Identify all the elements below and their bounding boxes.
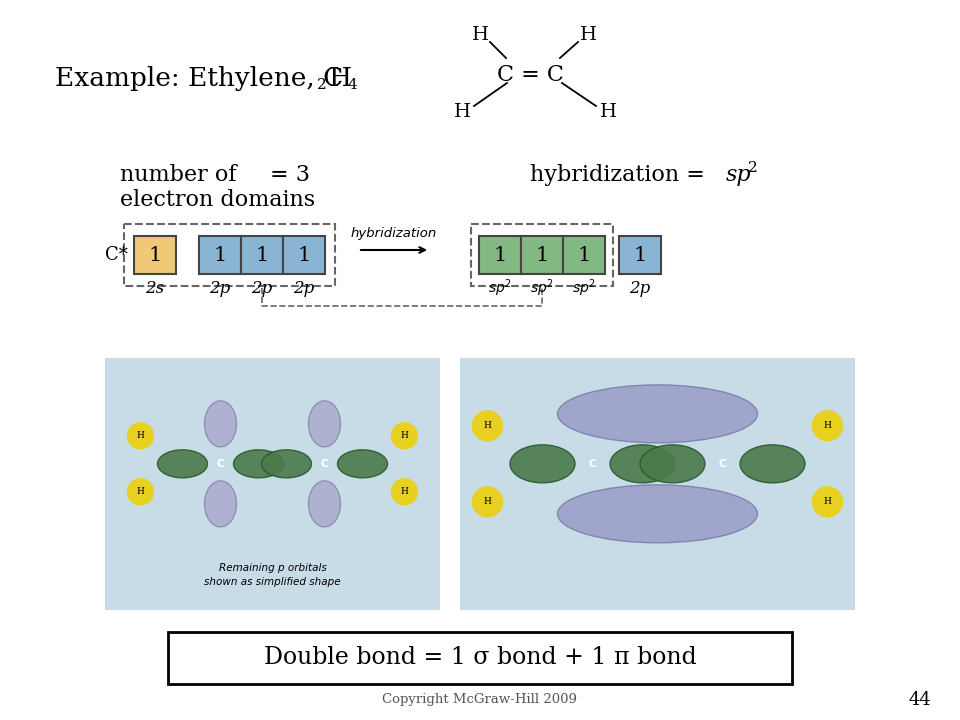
Text: H: H [328,66,351,91]
Text: H: H [484,421,492,431]
Circle shape [392,479,418,505]
Ellipse shape [558,485,757,543]
Text: = 3: = 3 [270,164,310,186]
Ellipse shape [204,481,236,527]
Text: 4: 4 [348,78,358,92]
Text: number of: number of [120,164,236,186]
Ellipse shape [338,450,388,478]
Circle shape [812,411,843,441]
Circle shape [472,411,502,441]
Text: 1: 1 [634,246,647,264]
Ellipse shape [204,401,236,447]
Ellipse shape [233,450,283,478]
Text: Remaining p orbitals
shown as simplified shape: Remaining p orbitals shown as simplified… [204,563,341,587]
Text: H: H [453,103,470,121]
Ellipse shape [640,445,705,483]
Text: H: H [580,26,596,44]
Text: C*: C* [106,246,128,264]
Text: electron domains: electron domains [120,189,315,211]
Bar [134,236,176,274]
Text: 1: 1 [213,246,227,264]
Ellipse shape [157,450,207,478]
Bar [479,236,521,274]
Ellipse shape [510,445,575,483]
Bar [619,236,661,274]
Text: C: C [588,459,596,469]
Text: 1: 1 [298,246,311,264]
Ellipse shape [740,445,805,483]
Bar [460,358,855,610]
Text: $sp^2$: $sp^2$ [572,277,596,299]
Circle shape [472,487,502,517]
Ellipse shape [558,384,757,443]
Text: H: H [599,103,616,121]
Text: C = C: C = C [496,64,564,86]
Text: H: H [484,498,492,506]
Text: 1: 1 [577,246,590,264]
Text: hybridization: hybridization [350,227,437,240]
Text: $sp^2$: $sp^2$ [530,277,554,299]
Text: Double bond = 1 σ bond + 1 π bond: Double bond = 1 σ bond + 1 π bond [264,647,696,670]
Text: 2p: 2p [630,279,651,297]
Text: 2s: 2s [145,279,164,297]
Text: 2: 2 [748,161,757,175]
Circle shape [128,423,154,449]
Text: sp: sp [726,164,752,186]
Bar [168,632,792,684]
Ellipse shape [308,401,341,447]
Text: C: C [719,459,727,469]
Text: 1: 1 [148,246,161,264]
Text: H: H [824,498,831,506]
Text: H: H [136,487,144,496]
Text: 1: 1 [493,246,507,264]
Bar [124,224,335,286]
Ellipse shape [610,445,675,483]
Text: 2p: 2p [252,279,273,297]
Bar [241,236,283,274]
Text: 2p: 2p [209,279,230,297]
Bar [105,358,440,610]
Text: hybridization =: hybridization = [530,164,712,186]
Text: H: H [471,26,489,44]
Circle shape [392,423,418,449]
Text: Example: Ethylene, C: Example: Ethylene, C [55,66,344,91]
Bar [563,236,605,274]
Text: 2p: 2p [294,279,315,297]
Text: C: C [217,459,225,469]
Text: 1: 1 [536,246,549,264]
Circle shape [128,479,154,505]
Text: 1: 1 [255,246,269,264]
Text: H: H [824,421,831,431]
Text: H: H [400,431,408,441]
Bar [199,236,241,274]
Text: 44: 44 [908,691,931,709]
Ellipse shape [308,481,341,527]
Bar [521,236,563,274]
Bar [283,236,325,274]
Text: H: H [136,431,144,441]
Bar [471,224,613,286]
Text: C: C [321,459,328,469]
Text: 2: 2 [317,78,326,92]
Circle shape [812,487,843,517]
Ellipse shape [261,450,311,478]
Text: H: H [400,487,408,496]
Text: $sp^2$: $sp^2$ [488,277,512,299]
Text: Copyright McGraw-Hill 2009: Copyright McGraw-Hill 2009 [382,693,578,706]
